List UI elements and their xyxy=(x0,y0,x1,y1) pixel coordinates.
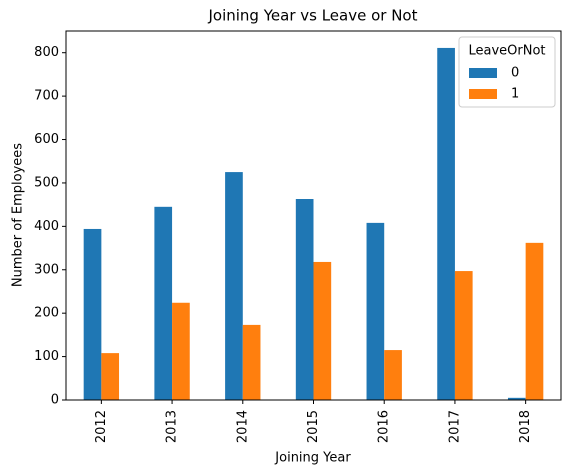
bar xyxy=(242,324,261,400)
y-tick-label: 200 xyxy=(34,306,59,321)
y-tick-label: 500 xyxy=(34,175,59,190)
bar xyxy=(525,242,544,400)
y-axis-label: Number of Employees xyxy=(11,143,26,287)
chart-title: Joining Year vs Leave or Not xyxy=(207,7,417,25)
legend-title: LeaveOrNot xyxy=(468,44,545,59)
bar xyxy=(313,261,332,400)
legend-label: 0 xyxy=(511,66,519,81)
y-tick-label: 800 xyxy=(34,45,59,60)
bar xyxy=(437,47,455,400)
bar xyxy=(154,206,173,400)
bar xyxy=(101,353,120,400)
bar xyxy=(172,302,190,400)
y-tick-label: 700 xyxy=(34,89,59,104)
bar xyxy=(366,222,385,400)
bar xyxy=(507,397,526,400)
bar xyxy=(384,350,402,400)
x-tick-label: 2017 xyxy=(447,410,462,443)
x-tick-label: 2012 xyxy=(94,410,109,443)
legend-swatch xyxy=(469,89,497,99)
bar xyxy=(83,228,102,400)
x-axis-label: Joining Year xyxy=(274,451,351,466)
bar xyxy=(225,172,243,400)
y-tick-label: 0 xyxy=(51,393,59,408)
y-tick-label: 100 xyxy=(34,349,59,364)
plot-frame xyxy=(65,30,562,401)
y-tick-label: 600 xyxy=(34,132,59,147)
legend-label: 1 xyxy=(511,87,519,102)
x-tick-label: 2014 xyxy=(235,410,250,443)
bar xyxy=(454,271,473,400)
bar xyxy=(295,199,314,400)
x-tick-label: 2015 xyxy=(306,410,321,443)
x-tick-label: 2016 xyxy=(377,410,392,443)
x-tick-label: 2013 xyxy=(165,410,180,443)
legend: LeaveOrNot 0 1 xyxy=(458,36,556,108)
y-tick-label: 400 xyxy=(34,219,59,234)
x-tick-label: 2018 xyxy=(518,410,533,443)
y-tick-label: 300 xyxy=(34,262,59,277)
legend-swatch xyxy=(469,68,497,78)
